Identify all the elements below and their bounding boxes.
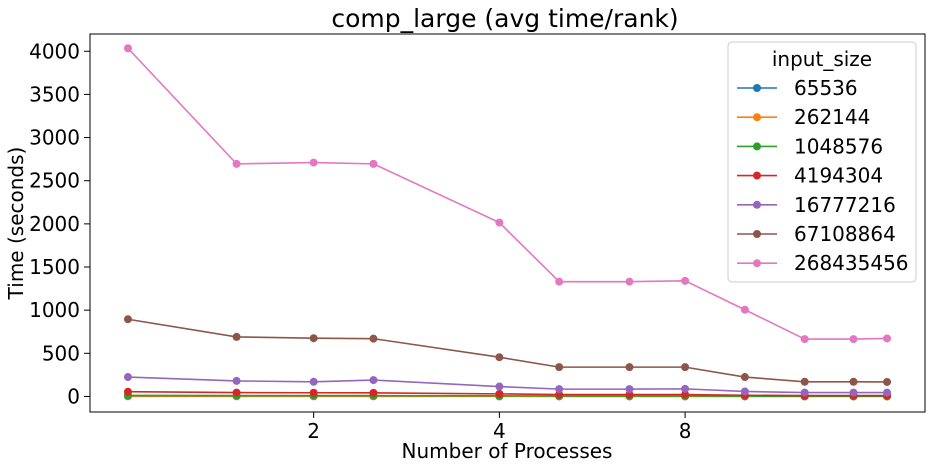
x-tick-label: 2	[307, 419, 320, 443]
y-tick-label: 1000	[29, 298, 80, 322]
data-point	[309, 158, 318, 167]
legend-marker	[753, 259, 761, 268]
x-axis: 2 4 8	[307, 412, 691, 443]
data-point	[309, 334, 318, 343]
y-tick-label: 3500	[29, 82, 80, 106]
y-axis: 0 500 1000 1500 2000 2500 3000 3500 4000	[29, 39, 90, 408]
legend-item: 65536	[737, 76, 858, 100]
data-point	[681, 363, 690, 372]
data-point	[740, 373, 749, 382]
legend-marker	[753, 84, 761, 92]
series-line	[127, 390, 888, 397]
data-point	[369, 334, 378, 343]
legend: input_size 65536 262144 1048576 4194304 1677…	[727, 41, 917, 283]
data-point	[625, 385, 634, 394]
series-line	[127, 47, 888, 340]
legend-item: 16777216	[737, 193, 896, 217]
data-point	[495, 389, 504, 398]
legend-title: input_size	[772, 47, 872, 71]
legend-box	[727, 41, 917, 283]
x-tick-label: 8	[679, 419, 692, 443]
y-axis-label: Time (seconds)	[4, 147, 28, 301]
data-point	[800, 335, 809, 344]
data-point	[369, 376, 378, 385]
data-point	[800, 377, 809, 386]
y-tick-label: 3000	[29, 126, 80, 150]
legend-label: 67108864	[794, 222, 896, 246]
data-point	[849, 388, 858, 397]
series-16777216	[123, 373, 892, 397]
y-tick-label: 500	[42, 341, 80, 365]
data-point	[123, 315, 132, 324]
legend-item: 262144	[737, 105, 870, 129]
data-point	[232, 376, 241, 385]
data-point	[369, 159, 378, 168]
data-point	[232, 159, 241, 168]
legend-marker	[753, 142, 761, 151]
data-point	[740, 387, 749, 396]
legend-item: 67108864	[737, 222, 896, 246]
data-point	[123, 44, 132, 53]
legend-label: 16777216	[794, 193, 896, 217]
legend-item: 1048576	[737, 134, 883, 158]
data-point	[800, 388, 809, 397]
legend-marker	[753, 230, 761, 238]
data-point	[681, 384, 690, 393]
data-point	[555, 277, 564, 286]
series-line	[127, 318, 888, 383]
series-line	[127, 376, 888, 394]
data-point	[555, 385, 564, 394]
legend-marker	[753, 200, 761, 209]
y-tick-label: 1500	[29, 255, 80, 279]
data-point	[681, 390, 690, 399]
legend-label: 268435456	[794, 251, 909, 275]
data-point	[495, 353, 504, 362]
data-point	[369, 388, 378, 397]
data-point	[883, 388, 892, 397]
data-point	[495, 218, 504, 227]
y-tick-label: 2500	[29, 169, 80, 193]
data-point	[849, 335, 858, 344]
series-67108864	[123, 315, 892, 386]
plot-area	[89, 33, 926, 413]
legend-item: 268435456	[737, 251, 909, 275]
series-4194304	[123, 387, 892, 400]
data-point	[625, 363, 634, 372]
data-point	[123, 387, 132, 396]
legend-item: 4194304	[737, 164, 883, 188]
data-point	[309, 388, 318, 397]
legend-marker	[753, 113, 761, 122]
legend-marker	[753, 171, 761, 180]
data-point	[309, 377, 318, 386]
series-268435456	[123, 44, 892, 344]
data-point	[555, 363, 564, 372]
x-axis-label: Number of Processes	[402, 439, 613, 463]
y-tick-label: 4000	[29, 39, 80, 63]
y-tick-label: 2000	[29, 212, 80, 236]
x-tick-label: 4	[493, 419, 506, 443]
data-point	[883, 377, 892, 386]
chart-title: comp_large (avg time/rank)	[331, 4, 678, 33]
series-layer	[123, 44, 892, 401]
legend-label: 1048576	[794, 134, 883, 158]
data-point	[232, 388, 241, 397]
data-point	[681, 276, 690, 285]
legend-label: 4194304	[794, 164, 883, 188]
legend-label: 65536	[794, 76, 858, 100]
y-tick-label: 0	[67, 384, 80, 408]
data-point	[232, 332, 241, 341]
data-point	[849, 377, 858, 386]
data-point	[495, 382, 504, 391]
data-point	[740, 305, 749, 314]
data-point	[625, 277, 634, 286]
data-point	[123, 373, 132, 382]
legend-label: 262144	[794, 105, 870, 129]
data-point	[883, 334, 892, 343]
